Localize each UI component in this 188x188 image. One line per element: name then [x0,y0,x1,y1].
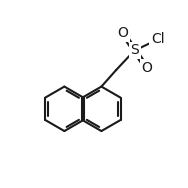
Text: O: O [141,61,152,75]
Text: S: S [130,43,139,58]
Text: O: O [117,26,128,40]
Text: Cl: Cl [151,32,165,46]
